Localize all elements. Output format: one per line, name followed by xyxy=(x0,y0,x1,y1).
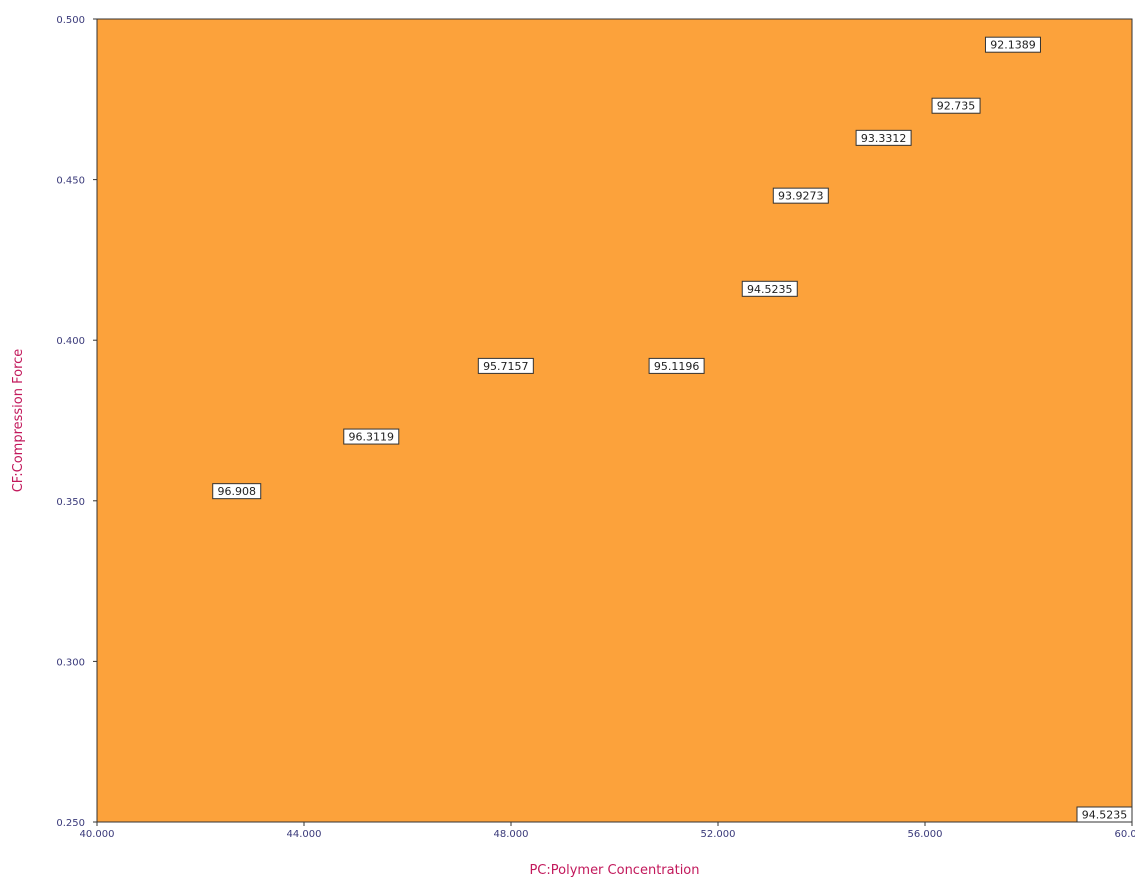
plot-area xyxy=(96,18,1133,823)
x-tick-label: 44.000 xyxy=(287,829,322,840)
contour-label: 95.7157 xyxy=(477,357,534,374)
y-tick-label: 0.300 xyxy=(56,657,85,668)
contour-label: 95.1196 xyxy=(648,357,705,374)
y-axis-ticks: 0.250 0.300 0.350 0.400 0.450 0.500 xyxy=(56,15,97,829)
contour-band xyxy=(97,19,1133,823)
contour-label: 94.5235 xyxy=(1076,806,1133,823)
contour-label: 96.908 xyxy=(212,483,262,500)
contour-label-box xyxy=(772,187,829,204)
contour-label: 93.9273 xyxy=(772,187,829,204)
y-tick-label: 0.400 xyxy=(56,336,85,347)
contour-label-text: 92.735 xyxy=(937,100,976,113)
contour-label-box xyxy=(1076,806,1133,823)
contour-label-box xyxy=(741,280,798,297)
contour-label-box xyxy=(212,483,262,500)
contour-label-box xyxy=(648,357,705,374)
contour-label-text: 94.5235 xyxy=(747,283,793,296)
contour-label: 94.5235 xyxy=(741,280,798,297)
contour-label-box xyxy=(343,428,400,445)
x-tick-label: 52.000 xyxy=(701,829,736,840)
contour-label-box xyxy=(984,36,1041,53)
contour-label-text: 96.3119 xyxy=(349,431,395,444)
x-axis-ticks: 40.000 44.000 48.000 52.000 56.000 60.000 xyxy=(80,822,1135,840)
plot-frame xyxy=(96,18,1133,823)
contour-label-text: 92.1389 xyxy=(990,39,1036,52)
y-axis-title: CF:Compression Force xyxy=(11,349,26,493)
contour-label-box xyxy=(477,357,534,374)
contour-label-text: 93.9273 xyxy=(778,190,824,203)
y-tick-label: 0.450 xyxy=(56,176,85,187)
y-tick-label: 0.350 xyxy=(56,497,85,508)
x-tick-label: 40.000 xyxy=(80,829,115,840)
contour-label-text: 93.3312 xyxy=(861,132,907,145)
contour-label: 92.1389 xyxy=(984,36,1041,53)
contour-label-text: 94.5235 xyxy=(1082,809,1128,822)
contour-label-box xyxy=(855,129,912,146)
contour-labels: 92.1389 92.735 93.3312 93.9273 94.5235 95.119… xyxy=(212,36,1133,823)
contour-label: 93.3312 xyxy=(855,129,912,146)
contour-bands xyxy=(97,19,1133,823)
contour-label-text: 95.7157 xyxy=(483,360,529,373)
contour-label-text: 95.1196 xyxy=(654,360,700,373)
x-tick-label: 48.000 xyxy=(494,829,529,840)
contour-label: 92.735 xyxy=(931,97,981,114)
x-tick-label: 56.000 xyxy=(908,829,943,840)
y-tick-label: 0.500 xyxy=(56,15,85,26)
x-tick-label: 60.000 xyxy=(1115,829,1135,840)
contour-label: 96.3119 xyxy=(343,428,400,445)
contour-label-text: 96.908 xyxy=(217,485,256,498)
contour-label-box xyxy=(931,97,981,114)
x-axis-title: PC:Polymer Concentration xyxy=(529,863,699,878)
y-tick-label: 0.250 xyxy=(56,818,85,829)
